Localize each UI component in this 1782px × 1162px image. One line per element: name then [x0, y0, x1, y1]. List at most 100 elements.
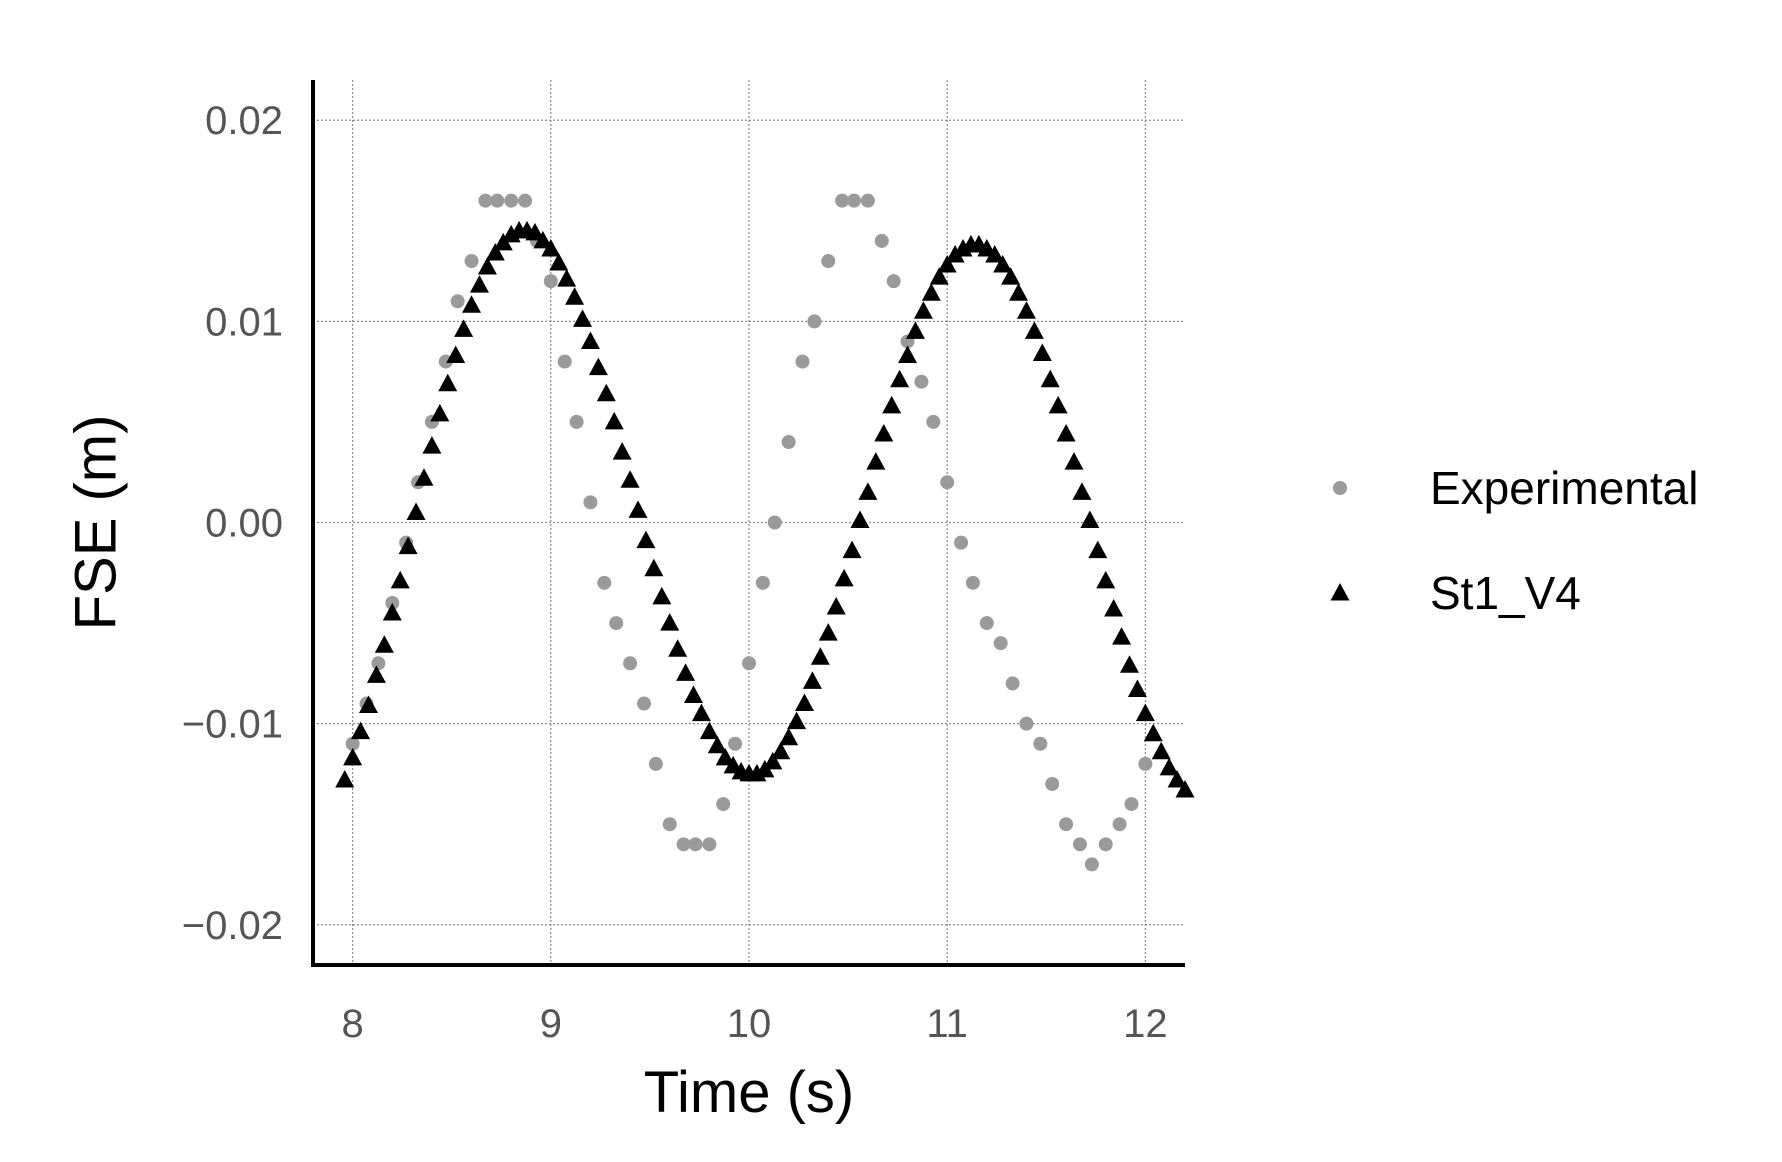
data-point [454, 319, 474, 337]
data-point [1084, 857, 1099, 872]
data-point [688, 837, 703, 852]
data-point [1143, 723, 1163, 742]
data-point [1080, 510, 1100, 528]
data-point [1151, 741, 1171, 760]
data-point [874, 233, 889, 248]
data-point [374, 635, 394, 653]
data-point [1175, 780, 1195, 798]
data-point [1045, 776, 1060, 791]
data-point [543, 274, 558, 289]
data-point [979, 616, 994, 631]
data-point [810, 647, 830, 665]
data-point [866, 452, 886, 470]
data-point [767, 515, 782, 530]
x-tick-label: 10 [727, 1002, 772, 1046]
data-point [1124, 797, 1139, 812]
data-point [628, 500, 648, 518]
data-point [1112, 817, 1127, 832]
data-point [668, 639, 688, 657]
data-point [588, 357, 608, 376]
y-tick-label: 0.02 [205, 99, 283, 143]
x-tick-label: 9 [540, 1002, 562, 1046]
data-point [821, 254, 836, 269]
data-point [406, 502, 426, 520]
x-axis-title: Time (s) [644, 1060, 854, 1125]
data-point [358, 695, 378, 714]
data-point [1072, 837, 1087, 852]
data-point [795, 354, 810, 369]
data-point [1048, 395, 1068, 414]
data-point [1059, 817, 1074, 832]
data-point [541, 238, 561, 257]
data-point [1040, 369, 1060, 388]
y-tick-label: −0.02 [182, 904, 283, 948]
data-point [573, 309, 593, 327]
data-point [422, 436, 442, 454]
data-point [430, 403, 450, 422]
data-point [477, 257, 497, 275]
data-point [565, 287, 585, 305]
data-point [1104, 598, 1124, 617]
data-point [728, 736, 743, 751]
data-point [652, 586, 672, 605]
data-point [835, 193, 850, 208]
data-point [1016, 301, 1036, 319]
data-point [504, 193, 519, 208]
data-point [662, 817, 677, 832]
data-point [676, 837, 691, 852]
data-point [794, 693, 814, 712]
data-point [787, 711, 807, 730]
data-point [1112, 627, 1132, 645]
data-point [335, 769, 355, 788]
legend-label: Experimental [1430, 462, 1698, 514]
legend-item: St1_V4 [1330, 567, 1581, 619]
data-point [398, 536, 418, 555]
data-point [636, 530, 656, 549]
data-point [914, 374, 929, 389]
data-point [691, 703, 711, 722]
data-point [644, 558, 664, 577]
data-point [898, 345, 918, 364]
data-point [699, 721, 719, 740]
data-point [557, 354, 572, 369]
data-point [1120, 655, 1140, 673]
data-point [450, 294, 465, 309]
data-point [620, 470, 640, 488]
data-point [826, 596, 846, 615]
data-point [366, 665, 386, 683]
data-point [1019, 716, 1034, 731]
data-point [818, 623, 838, 641]
data-point [569, 414, 584, 429]
data-point [462, 295, 482, 313]
data-point [716, 797, 731, 812]
data-point [771, 741, 791, 760]
x-tick-labels: 8 9 10 11 12 [342, 1002, 1168, 1046]
y-tick-label: −0.01 [182, 703, 283, 747]
legend-marker [1333, 481, 1347, 495]
data-point [755, 575, 770, 590]
data-point [1098, 837, 1113, 852]
data-point [464, 254, 479, 269]
data-point [834, 568, 854, 587]
data-point [1032, 343, 1052, 362]
data-point [926, 414, 941, 429]
data-point [1005, 676, 1020, 691]
data-point [1127, 679, 1147, 697]
data-point [597, 575, 612, 590]
data-point [993, 255, 1013, 273]
data-point [604, 411, 624, 430]
data-point [609, 616, 624, 631]
data-point [371, 656, 386, 671]
data-point [583, 495, 598, 510]
data-point [802, 671, 822, 689]
legend: Experimental St1_V4 [1330, 462, 1698, 619]
data-point [847, 193, 862, 208]
data-point [390, 570, 410, 589]
data-point [905, 321, 925, 339]
data-point [715, 747, 735, 766]
y-tick-label: 0.00 [205, 502, 283, 546]
data-point [702, 837, 717, 852]
data-point [807, 314, 822, 329]
legend-label: St1_V4 [1430, 567, 1581, 619]
